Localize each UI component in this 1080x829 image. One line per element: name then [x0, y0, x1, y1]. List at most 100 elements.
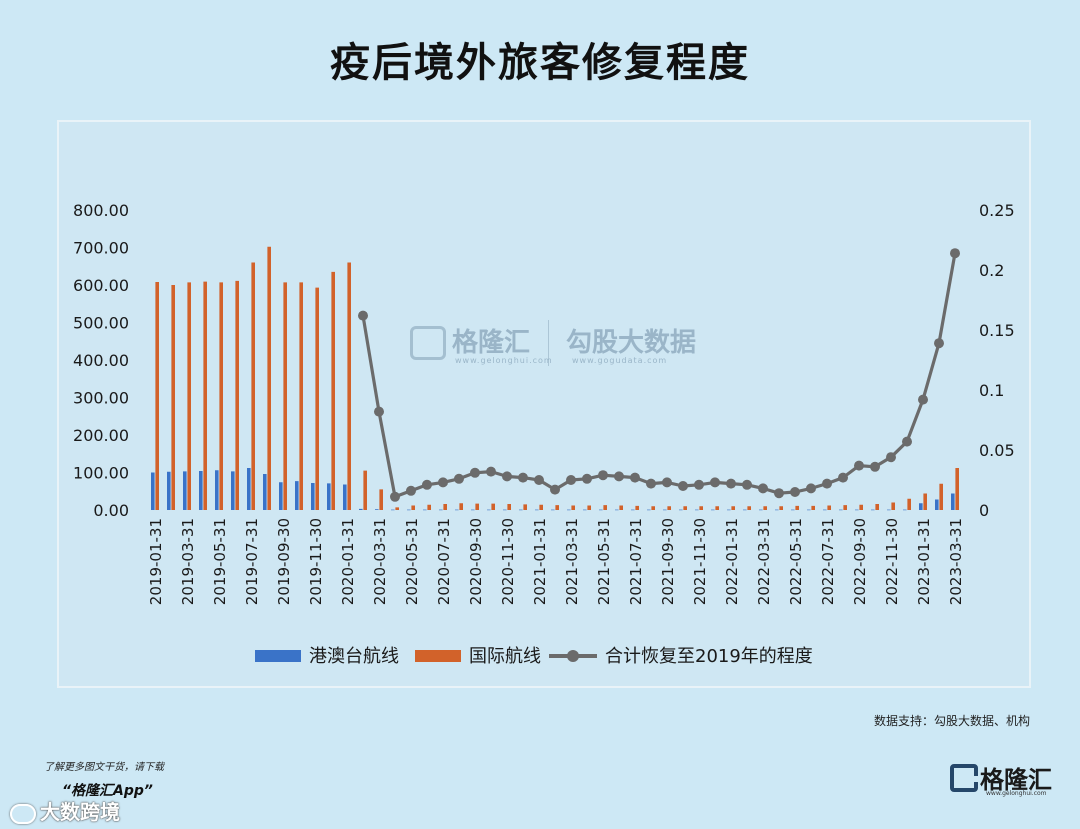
bar-hk-macau-taiwan [903, 509, 907, 511]
x-tick-label: 2020-09-30 [467, 518, 485, 605]
total-recovery-point [598, 470, 608, 481]
bar-hk-macau-taiwan [919, 503, 923, 510]
left-tick-label: 200.00 [73, 426, 129, 445]
x-axis: 2019-01-31 2019-03-31 2019-05-31 2019-07-31… [147, 518, 965, 605]
total-recovery-point [486, 466, 496, 477]
left-axis: 800.00 700.00 600.00 500.00 400.00 300.00 200.… [73, 201, 129, 520]
footer-brand-name: 格隆汇 [980, 766, 1052, 794]
bar-international [219, 282, 223, 510]
bar-international [699, 506, 703, 510]
left-tick-label: 800.00 [73, 201, 129, 220]
bar-international [635, 505, 639, 510]
bar-international [187, 282, 191, 510]
total-recovery-point [438, 477, 448, 488]
bar-international [363, 470, 367, 510]
total-recovery-line [361, 252, 957, 499]
total-recovery-point [550, 484, 560, 495]
left-tick-label: 700.00 [73, 239, 129, 258]
left-tick-label: 0.00 [93, 501, 129, 520]
total-recovery-point [790, 487, 800, 497]
bars [151, 246, 959, 511]
right-tick-label: 0.1 [979, 381, 1004, 400]
total-recovery-point [470, 467, 480, 478]
bar-hk-macau-taiwan [343, 484, 347, 510]
left-tick-label: 600.00 [73, 276, 129, 295]
legend-label: 港澳台航线 [309, 646, 399, 667]
bar-international [331, 271, 335, 510]
bar-hk-macau-taiwan [887, 509, 891, 511]
total-recovery-point [934, 338, 944, 349]
bar-hk-macau-taiwan [951, 493, 955, 510]
total-recovery-point [662, 477, 672, 488]
total-recovery-point [886, 452, 896, 463]
x-tick-label: 2021-05-31 [595, 518, 613, 605]
bar-hk-macau-taiwan [263, 474, 267, 510]
chat-bubble-icon [10, 803, 36, 824]
bar-international [299, 282, 303, 510]
total-recovery-point [774, 488, 784, 499]
bar-hk-macau-taiwan [679, 509, 683, 511]
x-tick-label: 2019-07-31 [243, 518, 261, 605]
bar-hk-macau-taiwan [743, 509, 747, 511]
bar-international [459, 503, 463, 510]
total-recovery-point [870, 461, 880, 472]
footer-left-text: 大数跨境 [40, 800, 120, 824]
footer-left-badge: 大数跨境 [10, 796, 120, 825]
total-recovery-point [502, 471, 512, 482]
bar-international [523, 504, 527, 510]
total-recovery-point [758, 483, 768, 494]
total-recovery-point [854, 460, 864, 471]
bar-hk-macau-taiwan [487, 509, 491, 511]
total-recovery-point [710, 477, 720, 488]
total-recovery-point [726, 478, 736, 489]
data-source: 数据支持：勾股大数据、机构 [873, 714, 1030, 728]
right-tick-label: 0.15 [979, 321, 1015, 340]
bar-hk-macau-taiwan [647, 509, 651, 511]
total-recovery-point [582, 473, 592, 484]
bar-hk-macau-taiwan [295, 481, 299, 510]
bar-international [571, 505, 575, 510]
bar-hk-macau-taiwan [807, 509, 811, 511]
footer-brand: 格隆汇 [950, 760, 1052, 795]
legend-swatch-hk-macau-taiwan [255, 650, 301, 662]
x-tick-label: 2022-01-31 [723, 518, 741, 605]
total-recovery-point [694, 479, 704, 490]
bar-international [411, 505, 415, 510]
bar-international [747, 506, 751, 510]
brand-logo-icon [950, 763, 978, 792]
total-recovery-point [838, 472, 848, 483]
total-recovery-point [406, 485, 416, 496]
bar-hk-macau-taiwan [519, 509, 523, 511]
total-recovery-point [806, 483, 816, 494]
total-recovery-point [902, 436, 912, 447]
bar-hk-macau-taiwan [183, 471, 187, 510]
bar-international [539, 504, 543, 510]
bar-hk-macau-taiwan [551, 509, 555, 511]
x-tick-label: 2022-07-31 [819, 518, 837, 605]
x-tick-label: 2021-01-31 [531, 518, 549, 605]
total-line [358, 248, 960, 502]
bar-international [427, 504, 431, 510]
bar-international [491, 503, 495, 510]
x-tick-label: 2019-05-31 [211, 518, 229, 605]
bar-international [939, 483, 943, 510]
watermark-brand-2: 勾股大数据 [566, 328, 697, 358]
x-tick-label: 2021-11-30 [691, 518, 709, 605]
total-recovery-point [390, 491, 400, 502]
bar-hk-macau-taiwan [503, 509, 507, 511]
total-recovery-point [614, 471, 624, 482]
right-tick-label: 0 [979, 501, 989, 520]
bar-hk-macau-taiwan [311, 483, 315, 510]
right-tick-label: 0.05 [979, 441, 1015, 460]
total-recovery-point [358, 310, 368, 321]
bar-international [683, 506, 687, 510]
x-tick-label: 2023-03-31 [947, 518, 965, 605]
bar-international [843, 505, 847, 510]
x-tick-label: 2022-05-31 [787, 518, 805, 605]
bar-international [891, 502, 895, 510]
legend-label: 合计恢复至2019年的程度 [605, 646, 813, 667]
bar-international [667, 506, 671, 510]
bar-hk-macau-taiwan [327, 483, 331, 510]
total-recovery-point [678, 481, 688, 491]
legend-swatch-international [415, 650, 461, 662]
